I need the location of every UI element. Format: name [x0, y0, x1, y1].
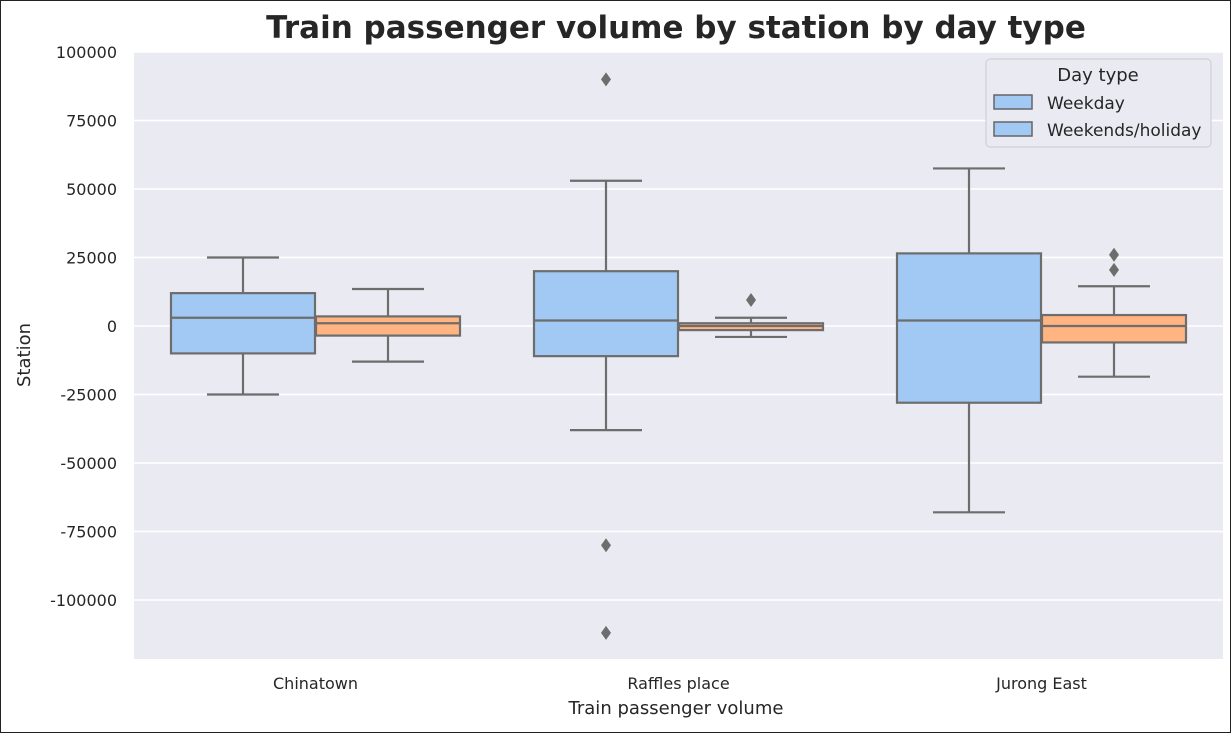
box-iqr — [532, 270, 680, 358]
x-axis-label: Train passenger volume — [568, 698, 784, 719]
outlier-point — [601, 72, 611, 87]
legend-label-weekends-holiday: Weekends/holiday — [1047, 121, 1201, 141]
legend-frame — [985, 58, 1212, 148]
x-tick-labels: Chinatown Raffles place Jurong East — [273, 674, 1087, 693]
box-group — [314, 287, 462, 363]
outlier-point — [601, 538, 611, 553]
gridlines — [134, 51, 1223, 601]
box-iqr — [1040, 313, 1188, 344]
x-tick-label: Jurong East — [995, 674, 1087, 693]
y-tick-label: 100000 — [56, 43, 117, 62]
outlier-point — [1109, 262, 1119, 277]
box-group — [1040, 247, 1188, 378]
box-group — [895, 167, 1043, 514]
y-axis-label: Station — [14, 323, 35, 387]
y-tick-label: 75000 — [66, 112, 117, 131]
chart-title: Train passenger volume by station by day… — [266, 10, 1086, 46]
legend-swatch-weekday — [993, 94, 1033, 110]
outlier-point — [746, 292, 756, 307]
box-iqr — [314, 315, 462, 337]
boxes — [169, 72, 1188, 640]
y-tick-label: -25000 — [60, 386, 117, 405]
y-tick-label: 0 — [107, 317, 117, 336]
box-group — [169, 256, 317, 396]
y-tick-label: 50000 — [66, 180, 117, 199]
y-tick-label: -100000 — [50, 591, 117, 610]
x-tick-label: Chinatown — [273, 674, 358, 693]
legend-title: Day type — [1057, 65, 1138, 86]
box-iqr — [169, 292, 317, 355]
legend-label-weekday: Weekday — [1047, 94, 1125, 114]
box-iqr — [895, 252, 1043, 404]
y-tick-label: 25000 — [66, 249, 117, 268]
outlier-point — [601, 625, 611, 640]
legend: Day type Weekday Weekends/holiday — [985, 58, 1212, 148]
outlier-point — [1109, 247, 1119, 262]
y-tick-labels: 100000 75000 50000 25000 0 -25000 -50000 -75000… — [50, 43, 117, 610]
y-tick-label: -75000 — [60, 523, 117, 542]
y-tick-label: -50000 — [60, 454, 117, 473]
x-tick-label: Raffles place — [627, 674, 729, 693]
box-group — [677, 292, 825, 339]
box-group — [532, 72, 680, 640]
legend-swatch-weekends-holiday — [993, 121, 1033, 137]
